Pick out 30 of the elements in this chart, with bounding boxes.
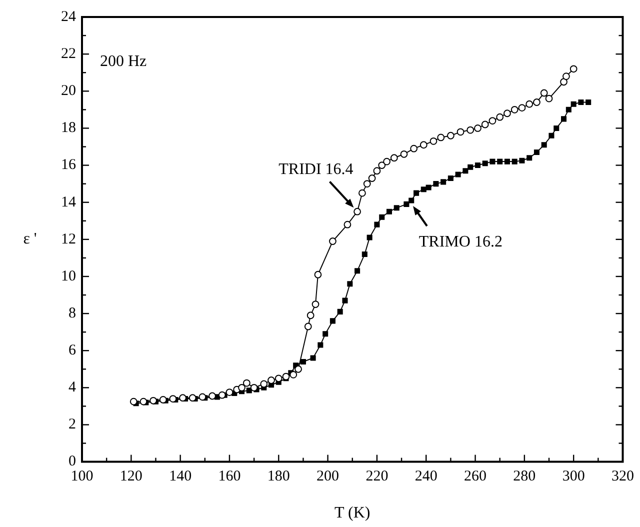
x-tick-label: 220 bbox=[366, 468, 388, 485]
x-tick-label: 300 bbox=[562, 468, 585, 485]
y-tick-label: 20 bbox=[61, 83, 76, 100]
y-tick-label: 4 bbox=[68, 380, 76, 396]
y-tick-label: 24 bbox=[61, 8, 76, 25]
y-tick-label: 10 bbox=[61, 268, 76, 284]
x-axis-title: T (K) bbox=[334, 504, 370, 522]
x-tick-label: 260 bbox=[464, 468, 487, 485]
y-tick-label: 22 bbox=[61, 46, 76, 62]
annotation: TRIDI 16.4 bbox=[278, 160, 354, 178]
x-tick-label: 320 bbox=[612, 468, 634, 485]
y-axis-title: ε ' bbox=[23, 230, 37, 248]
y-tick-label: 12 bbox=[61, 231, 76, 248]
x-tick-label: 280 bbox=[513, 468, 536, 485]
x-tick-label: 240 bbox=[414, 468, 438, 485]
y-tick-label: 6 bbox=[68, 342, 76, 359]
annotation: 200 Hz bbox=[100, 53, 147, 70]
y-tick-label: 8 bbox=[68, 305, 76, 322]
y-tick-label: 18 bbox=[61, 120, 76, 136]
y-tick-label: 14 bbox=[61, 194, 76, 210]
y-tick-label: 16 bbox=[61, 157, 76, 174]
x-tick-label: 160 bbox=[218, 468, 241, 485]
y-tick-label: 2 bbox=[68, 416, 76, 433]
x-tick-label: 120 bbox=[120, 468, 142, 485]
y-tick-label: 0 bbox=[68, 454, 76, 470]
x-tick-label: 200 bbox=[316, 468, 340, 485]
x-tick-label: 180 bbox=[267, 468, 290, 485]
x-tick-label: 140 bbox=[169, 468, 192, 485]
x-tick-label: 100 bbox=[70, 468, 94, 485]
annotation: TRIMO 16.2 bbox=[418, 234, 502, 251]
